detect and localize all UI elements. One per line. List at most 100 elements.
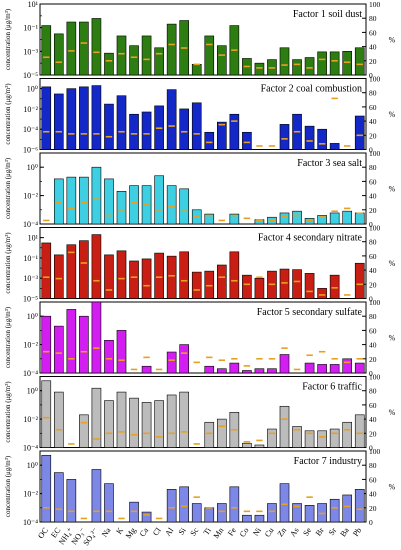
bar-1-1 <box>41 25 52 76</box>
bar-6-7 <box>116 391 127 448</box>
bar-6-18 <box>254 444 265 448</box>
right-tick-label: 100 <box>369 149 381 158</box>
bar-7-20 <box>279 483 290 523</box>
bar-2-1 <box>41 86 52 150</box>
bar-1-4 <box>79 21 89 76</box>
x-tick-label-1: OC <box>36 526 50 540</box>
bar-3-16 <box>229 213 240 225</box>
bar-1-10 <box>154 47 164 76</box>
right-tick-label: 100 <box>369 373 381 382</box>
y-axis-label-1: concentration (μg/m³) <box>4 8 12 70</box>
y2-axis-label-4: % <box>389 259 396 268</box>
right-tick-label: 60 <box>369 401 377 410</box>
bar-3-10 <box>154 175 164 225</box>
bar-4-24 <box>329 274 340 299</box>
bar-5-22 <box>304 362 315 374</box>
bar-4-4 <box>79 240 89 299</box>
left-tick-label: 10¹ <box>28 234 39 243</box>
bar-3-21 <box>292 210 302 225</box>
x-tick-label-24: Sr <box>327 526 339 537</box>
bar-7-22 <box>304 504 315 523</box>
bar-7-14 <box>204 507 215 523</box>
bar-6-14 <box>204 421 215 448</box>
bar-5-19 <box>267 368 277 374</box>
left-tick-label: 10⁻¹ <box>23 24 38 33</box>
bar-3-23 <box>317 215 327 225</box>
bar-7-9 <box>141 511 152 523</box>
bar-2-24 <box>329 143 340 150</box>
left-tick-label: 10⁻⁵ <box>23 71 38 80</box>
bar-2-4 <box>79 86 89 150</box>
bar-7-17 <box>242 514 252 523</box>
right-tick-label: 60 <box>369 475 377 484</box>
left-tick-label: 10⁻² <box>23 341 38 350</box>
right-tick-label: 0 <box>369 220 373 229</box>
y2-axis-label-6: % <box>389 408 396 417</box>
left-tick-label: 10⁻³ <box>23 47 38 56</box>
bar-2-13 <box>191 102 202 150</box>
right-tick-label: 80 <box>369 387 377 396</box>
bar-2-17 <box>242 131 252 150</box>
left-tick-label: 10⁻² <box>23 490 38 499</box>
bar-7-2 <box>53 472 64 523</box>
left-tick-label: 10⁰ <box>27 461 38 470</box>
bar-4-9 <box>141 258 152 299</box>
bar-1-5 <box>91 18 102 76</box>
bar-5-6 <box>104 340 114 374</box>
bar-5-18 <box>254 368 265 374</box>
bar-3-8 <box>129 185 139 225</box>
y-axis-label-4: concentration (μg/m³) <box>4 232 12 294</box>
bar-4-20 <box>279 268 290 299</box>
bar-2-7 <box>116 95 127 150</box>
bar-1-25 <box>342 51 353 76</box>
right-tick-label: 0 <box>369 369 373 378</box>
bar-5-20 <box>279 354 290 374</box>
bar-6-6 <box>104 400 114 448</box>
bar-4-16 <box>229 251 240 299</box>
left-tick-label: 10⁰ <box>27 387 38 396</box>
bar-5-24 <box>329 364 340 374</box>
x-tick-label-23: Br <box>314 526 326 538</box>
bar-6-1 <box>41 380 52 448</box>
bar-1-8 <box>129 45 139 76</box>
right-tick-label: 100 <box>369 224 381 233</box>
bar-3-12 <box>179 188 190 225</box>
bar-5-25 <box>342 358 353 374</box>
y2-axis-label-5: % <box>389 334 396 343</box>
bar-1-15 <box>216 45 227 76</box>
bar-7-21 <box>292 503 302 523</box>
x-tick-label-26: Pb <box>351 526 363 538</box>
bar-2-9 <box>141 111 152 150</box>
left-tick-label: 10⁻⁴ <box>23 369 38 378</box>
bar-3-4 <box>79 176 89 225</box>
left-tick-label: 10⁰ <box>27 85 38 94</box>
right-tick-label: 20 <box>369 429 377 438</box>
bar-7-3 <box>66 479 77 523</box>
bar-1-21 <box>292 59 302 76</box>
bar-7-18 <box>254 514 265 523</box>
bar-6-4 <box>79 414 89 448</box>
bar-1-24 <box>329 51 340 76</box>
bar-2-15 <box>216 121 227 150</box>
bar-5-4 <box>79 315 89 374</box>
bar-6-10 <box>154 400 164 448</box>
left-tick-label: 10⁻⁴ <box>23 125 38 134</box>
right-tick-label: 0 <box>369 518 373 527</box>
bar-7-24 <box>329 498 340 523</box>
bar-3-3 <box>66 176 77 225</box>
bar-6-17 <box>242 442 252 448</box>
bar-5-2 <box>53 325 64 374</box>
left-tick-label: 10¹ <box>28 0 39 9</box>
x-tick-label-16: Fe <box>226 526 238 538</box>
right-tick-label: 40 <box>369 43 377 52</box>
bar-7-1 <box>41 454 52 523</box>
bar-5-17 <box>242 370 252 374</box>
bar-3-7 <box>116 191 127 225</box>
bar-4-14 <box>204 270 215 299</box>
bar-5-14 <box>204 365 215 374</box>
bar-1-7 <box>116 35 127 76</box>
bar-5-15 <box>216 368 227 374</box>
left-tick-label: 10⁻⁴ <box>23 518 38 527</box>
right-tick-label: 0 <box>369 146 373 155</box>
bar-5-16 <box>229 362 240 374</box>
